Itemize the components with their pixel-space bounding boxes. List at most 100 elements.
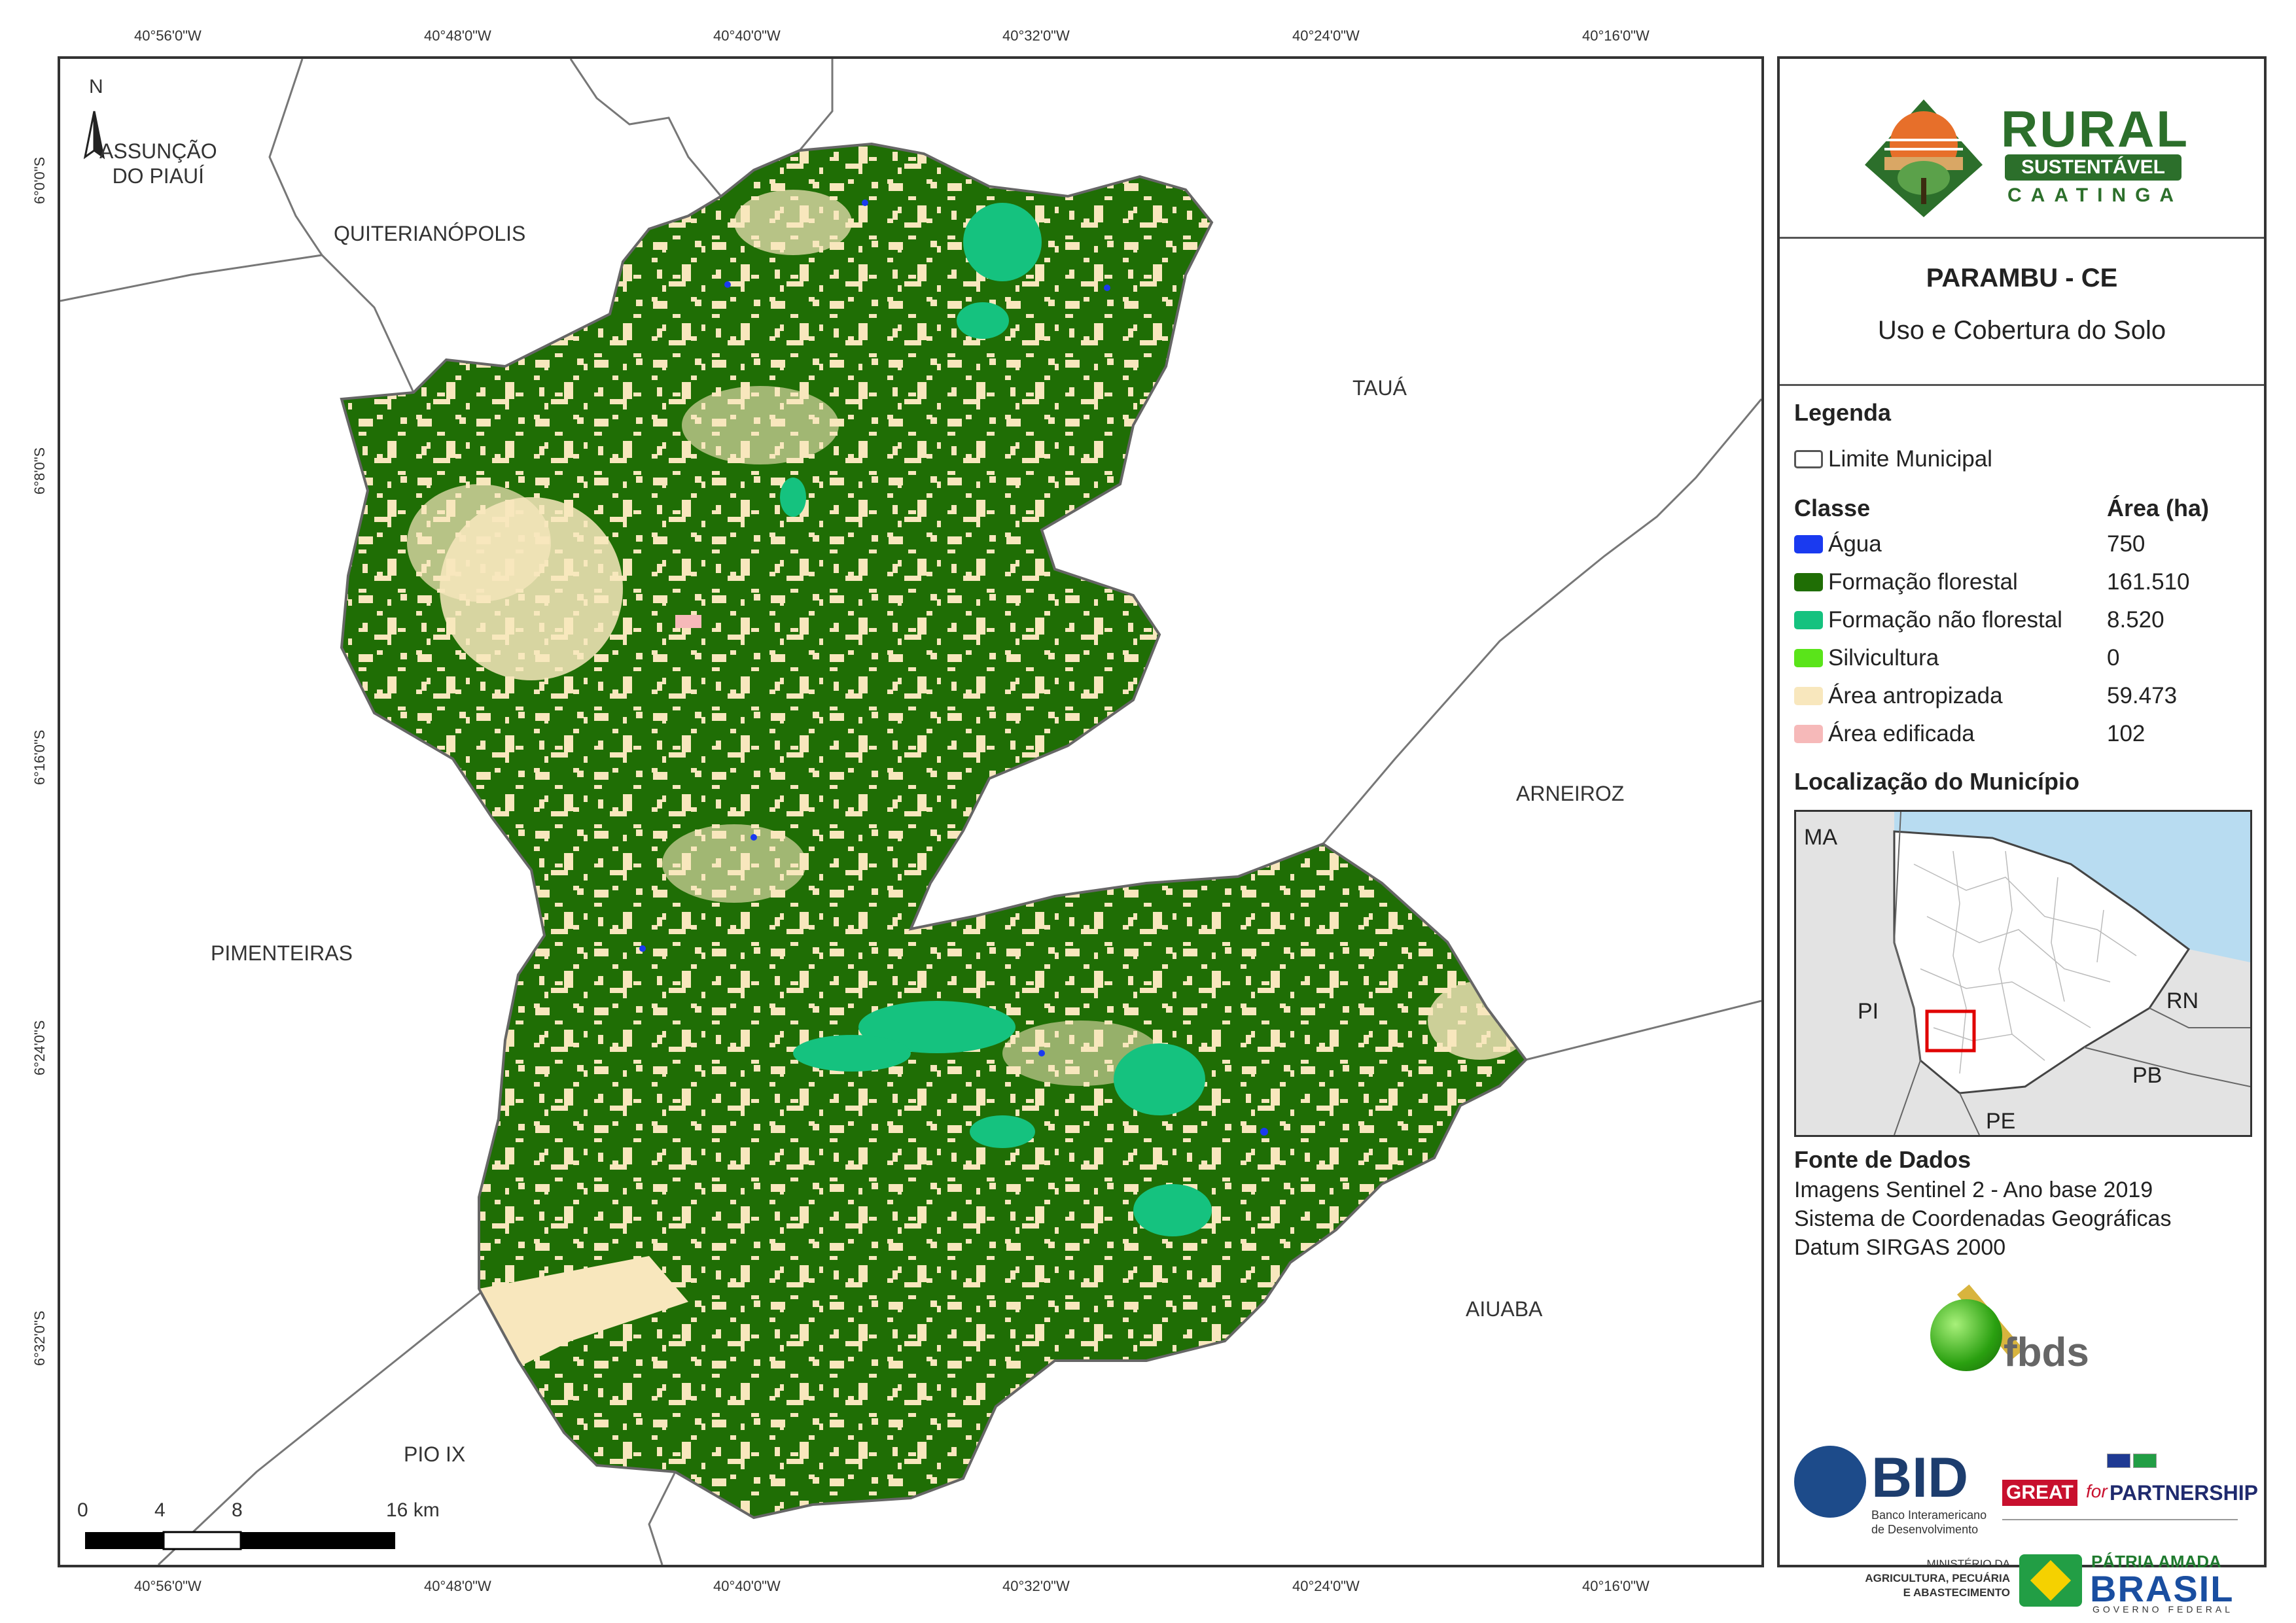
label-pimenteiras: PIMENTEIRAS [211,941,353,965]
source-line-2: Sistema de Coordenadas Geográficas [1794,1206,2172,1231]
bid-sub-2: de Desenvolvimento [1871,1523,1979,1536]
title-section: PARAMBU - CE Uso e Cobertura do Solo [1780,239,2264,386]
lon-tick-bottom-6: 40°16'0"W [1582,1578,1650,1594]
swatch-silvicultura [1794,649,1823,667]
patria-text: PÁTRIA AMADA [2091,1552,2221,1571]
lon-tick-bottom-3: 40°40'0"W [713,1578,781,1594]
lon-tick-top-6: 40°16'0"W [1582,27,1650,44]
legend-class-silvicultura: Silvicultura [1794,645,1939,671]
lat-tick-5: 6°32'0"S [31,1310,48,1366]
bid-text: BID [1871,1446,1969,1509]
lon-tick-bottom-1: 40°56'0"W [134,1578,202,1594]
inset-label-ma: MA [1804,825,1837,850]
municipal-boundary [340,142,1528,1520]
legend-class-area-edificada: Área edificada [1794,721,1975,747]
logo-text-caatinga: CAATINGA [2007,184,2183,206]
area-formacao-florestal: 161.510 [2107,569,2190,595]
bid-sub-1: Banco Interamericano [1871,1509,1987,1522]
map-title: PARAMBU - CE [1926,264,2118,292]
great-text: GREAT [2002,1480,2077,1506]
lon-tick-top-3: 40°40'0"W [713,27,781,44]
swatch-area-edificada [1794,725,1823,743]
inset-label-pi: PI [1858,999,1879,1024]
map-canvas [60,59,1761,1565]
governo-text: GOVERNO FEDERAL [2093,1604,2234,1614]
area-area-edificada: 102 [2107,721,2146,746]
inset-label-pe: PE [1986,1109,2016,1134]
logo-text-rural: RURAL [2001,100,2189,158]
location-inset-map[interactable]: MA PI RN PB PE [1794,810,2252,1137]
scale-label-16: 16 km [386,1499,440,1521]
map-subtitle: Uso e Cobertura do Solo [1877,316,2166,345]
partnership-text: PARTNERSHIP [2110,1481,2258,1505]
legend-heading: Legenda [1794,399,1892,426]
area-formacao-nao-florestal: 8.520 [2107,607,2164,633]
label-pio-ix: PIO IX [404,1442,466,1466]
fbds-text: fbds [2004,1330,2089,1375]
class-label: Formação não florestal [1828,607,2062,633]
fbds-logo: fbds [1930,1273,2100,1384]
lon-tick-bottom-4: 40°32'0"W [1002,1578,1070,1594]
bid-logo: BID Banco Interamericano de Desenvolvime… [1794,1446,2004,1544]
class-label: Área edificada [1828,721,1975,746]
area-area-antropizada: 59.473 [2107,683,2178,708]
patria-amada-logo: PÁTRIA AMADA BRASIL GOVERNO FEDERAL [2019,1550,2255,1616]
inset-label-rn: RN [2166,988,2199,1013]
swatch-agua [1794,535,1823,553]
class-label: Silvicultura [1828,645,1939,671]
swatch-area-antropizada [1794,687,1823,705]
lon-tick-bottom-2: 40°48'0"W [424,1578,491,1594]
lat-tick-4: 6°24'0"S [31,1020,48,1075]
ministerio-line-1: MINISTÉRIO DA [1926,1558,2010,1570]
legend-boundary: Limite Municipal [1794,446,1992,472]
legend-panel: RURAL SUSTENTÁVEL CAATINGA PARAMBU - CE … [1777,56,2267,1614]
municipality-locator-box [1925,1009,1976,1053]
source-line-3: Datum SIRGAS 2000 [1794,1235,2006,1260]
label-assuncao-do-piaui: ASSUNÇÃO DO PIAUÍ [99,139,217,188]
lon-tick-top-5: 40°24'0"W [1292,27,1360,44]
north-label: N [89,76,103,97]
scale-label-4: 4 [154,1499,166,1521]
swatch-formacao-nao-florestal [1794,611,1823,629]
boundary-label: Limite Municipal [1828,446,1992,472]
class-label: Área antropizada [1828,683,2003,708]
lat-tick-2: 6°8'0"S [31,447,48,495]
label-aiuaba: AIUABA [1466,1297,1543,1321]
lat-tick-1: 6°0'0"S [31,156,48,204]
brazil-flag-icon [2133,1454,2157,1468]
ministerio-line-2: AGRICULTURA, PECUÁRIA [1865,1572,2010,1584]
source-heading: Fonte de Dados [1794,1146,1971,1173]
label-quiterianopolis: QUITERIANÓPOLIS [334,222,526,245]
legend-section: Legenda Limite Municipal Classe Área (ha… [1780,386,2264,1614]
label-taua: TAUÁ [1352,376,1407,400]
north-arrow-icon [83,111,105,160]
logo-text-sustentavel: SUSTENTÁVEL [2005,154,2181,181]
lon-tick-top-2: 40°48'0"W [424,27,491,44]
location-heading: Localização do Município [1794,768,2080,795]
legend-class-formacao-florestal: Formação florestal [1794,569,2018,595]
area-agua: 750 [2107,531,2146,557]
great-for-text: for [2086,1481,2108,1501]
legend-class-area-antropizada: Área antropizada [1794,683,2003,709]
area-header: Área (ha) [2107,495,2210,521]
rural-caatinga-logo-icon [1865,99,1983,217]
legend-class-formacao-nao-florestal: Formação não florestal [1794,607,2062,633]
label-arneiroz: ARNEIROZ [1516,782,1625,805]
lon-tick-top-4: 40°32'0"W [1002,27,1070,44]
inset-canvas [1893,812,2250,1135]
ministerio-logo: MINISTÉRIO DA AGRICULTURA, PECUÁRIA E AB… [1794,1557,2010,1609]
brasil-text: BRASIL [2090,1568,2234,1609]
legend-class-agua: Água [1794,531,1882,557]
bid-globe-icon [1794,1446,1866,1518]
lon-tick-top-1: 40°56'0"W [134,27,202,44]
great-partnership-logo: GREAT for PARTNERSHIP [2002,1454,2258,1532]
map-frame[interactable]: N ASSUNÇÃO DO PIAUÍ QUITERIANÓPOLIS TAUÁ… [58,56,1764,1567]
boundary-swatch [1794,450,1823,468]
class-label: Formação florestal [1828,569,2018,595]
scale-bar [85,1531,395,1550]
fbds-ball-icon [1930,1299,2002,1371]
inset-label-pb: PB [2132,1063,2163,1088]
class-header: Classe [1794,495,1871,521]
lon-tick-bottom-5: 40°24'0"W [1292,1578,1360,1594]
logo-section: RURAL SUSTENTÁVEL CAATINGA [1780,59,2264,239]
